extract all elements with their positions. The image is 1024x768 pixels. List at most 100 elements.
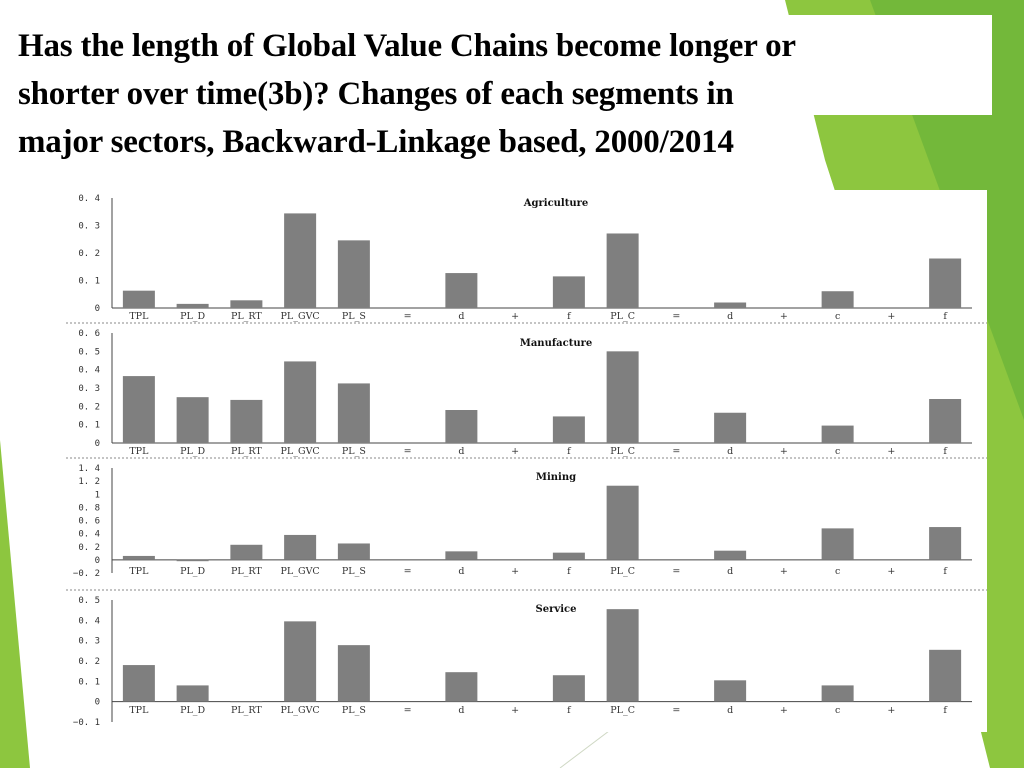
x-tick-label: = — [672, 566, 680, 577]
bar-tpl — [122, 665, 155, 702]
bar-d — [445, 551, 478, 560]
chart-agriculture: 0. 4 0. 3 0. 2 0. 1 0 Agriculture TPL PL_D PL_RT… — [66, 194, 987, 324]
bar-c — [821, 425, 854, 443]
y-tick-label: 0. 2 — [78, 402, 100, 412]
bar-charts: 0. 4 0. 3 0. 2 0. 1 0 Agriculture TPL PL_D PL_RT… — [66, 194, 987, 728]
x-tick-label: f — [567, 446, 572, 457]
x-tick-label: = — [404, 311, 412, 322]
bar-pl-rt — [230, 544, 263, 560]
bar-d — [445, 273, 478, 308]
x-tick-label: = — [404, 566, 412, 577]
x-tick-label: d — [727, 311, 733, 322]
bar-pl-c — [606, 485, 639, 560]
x-tick-label: + — [887, 311, 895, 322]
bar-pl-d — [176, 303, 209, 308]
x-tick-label: d — [727, 705, 733, 716]
bar-tpl — [122, 290, 155, 308]
bar-pl-c — [606, 351, 639, 443]
x-tick-label: PL_S — [342, 446, 366, 457]
y-tick-label: 0. 4 — [78, 530, 100, 540]
x-tick-label: PL_RT — [231, 705, 262, 716]
y-tick-label: −0. 2 — [73, 569, 100, 579]
green-accent-left — [0, 440, 30, 768]
x-tick-label: PL_RT — [231, 446, 262, 457]
y-tick-label: 0 — [95, 304, 100, 314]
x-tick-label: PL_GVC — [281, 446, 320, 457]
title-line-1: Has the length of Global Value Chains be… — [18, 28, 796, 64]
bar-d — [714, 680, 747, 702]
y-tick-label: 0. 2 — [78, 543, 100, 553]
x-tick-label: + — [887, 705, 895, 716]
y-tick-label: 0. 3 — [78, 222, 100, 232]
x-tick-label: c — [835, 446, 840, 457]
bar-f — [552, 276, 585, 308]
x-tick-label: PL_RT — [231, 311, 262, 322]
y-tick-label: 0 — [95, 439, 100, 449]
x-tick-label: PL_D — [180, 705, 205, 716]
bar-pl-gvc — [284, 534, 317, 560]
x-tick-label: PL_C — [610, 446, 635, 457]
bar-pl-d — [176, 559, 209, 562]
bar-f — [929, 527, 962, 560]
y-tick-label: 0. 3 — [78, 384, 100, 394]
slide-title: Has the length of Global Value Chains be… — [18, 22, 983, 166]
x-tick-label: f — [943, 311, 948, 322]
bar-pl-rt — [230, 701, 263, 703]
y-tick-label: 0. 4 — [78, 366, 100, 376]
x-tick-label: d — [458, 566, 464, 577]
x-tick-label: PL_C — [610, 311, 635, 322]
bar-pl-s — [337, 240, 370, 308]
bar-d — [714, 550, 747, 560]
x-tick-label: PL_GVC — [281, 566, 320, 577]
y-tick-label: −0. 1 — [73, 718, 100, 728]
x-tick-label: = — [404, 446, 412, 457]
bar-pl-d — [176, 397, 209, 443]
x-tick-label: PL_D — [180, 446, 205, 457]
x-tick-label: PL_GVC — [281, 311, 320, 322]
x-tick-label: = — [672, 446, 680, 457]
bar-pl-s — [337, 383, 370, 443]
bar-c — [821, 528, 854, 560]
y-tick-label: 1. 2 — [78, 477, 100, 487]
x-tick-label: TPL — [129, 311, 149, 322]
chart-title: Agriculture — [523, 198, 589, 209]
x-tick-label: PL_S — [342, 311, 366, 322]
bar-f — [929, 258, 962, 308]
x-tick-label: c — [835, 311, 840, 322]
x-tick-label: = — [404, 705, 412, 716]
bar-d — [445, 672, 478, 702]
x-tick-label: PL_C — [610, 566, 635, 577]
y-tick-label: 0. 5 — [78, 596, 100, 606]
y-tick-label: 0. 4 — [78, 194, 100, 204]
x-tick-label: PL_S — [342, 705, 366, 716]
bar-c — [821, 291, 854, 308]
x-tick-label: PL_D — [180, 566, 205, 577]
chart-mining: 1. 4 1. 2 1 0. 8 0. 6 0. 4 0. 2 0 −0. 2 Mining TPL… — [66, 464, 987, 591]
x-tick-label: d — [458, 311, 464, 322]
x-tick-label: + — [887, 566, 895, 577]
x-tick-label: PL_S — [342, 566, 366, 577]
x-tick-label: f — [567, 705, 572, 716]
x-tick-label: TPL — [129, 446, 149, 457]
x-tick-label: TPL — [129, 705, 149, 716]
x-tick-label: d — [458, 446, 464, 457]
y-tick-label: 0. 2 — [78, 657, 100, 667]
bar-pl-s — [337, 645, 370, 702]
x-tick-label: d — [727, 446, 733, 457]
chart-title: Mining — [536, 472, 576, 483]
x-tick-label: PL_D — [180, 311, 205, 322]
x-tick-label: f — [567, 566, 572, 577]
chart-manufacture: 0. 6 0. 5 0. 4 0. 3 0. 2 0. 1 0 Manufacture TPL P… — [66, 329, 987, 459]
y-tick-label: 0. 1 — [78, 277, 100, 287]
title-line-3: major sectors, Backward-Linkage based, 2… — [18, 124, 734, 160]
x-tick-label: = — [672, 705, 680, 716]
chart-title: Service — [536, 604, 577, 615]
x-tick-label: PL_C — [610, 705, 635, 716]
bar-f — [552, 675, 585, 702]
bar-f — [552, 552, 585, 560]
title-backdrop — [0, 15, 992, 115]
bar-pl-gvc — [284, 621, 317, 702]
bar-pl-d — [176, 685, 209, 702]
y-tick-label: 0. 3 — [78, 637, 100, 647]
x-tick-label: + — [511, 446, 519, 457]
